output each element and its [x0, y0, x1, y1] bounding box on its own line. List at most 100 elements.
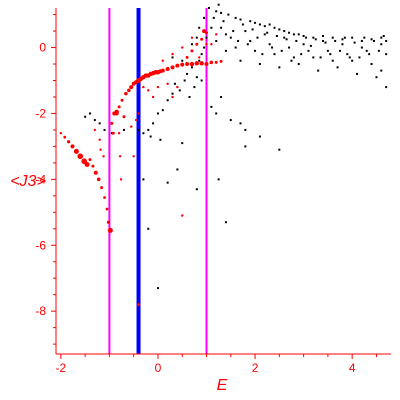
black-data-point — [326, 49, 329, 52]
black-points — [84, 3, 388, 290]
black-data-point — [244, 30, 247, 33]
red-data-point — [119, 178, 123, 181]
black-data-point — [254, 21, 257, 24]
black-data-point — [166, 99, 169, 102]
red-data-point — [130, 125, 133, 128]
y-tick-label: -6 — [35, 238, 46, 252]
black-data-point — [319, 56, 322, 59]
red-data-point — [118, 155, 122, 158]
black-data-point — [210, 105, 213, 108]
black-data-point — [234, 46, 237, 49]
black-data-point — [195, 188, 198, 191]
black-data-point — [341, 38, 344, 41]
black-data-point — [312, 36, 315, 39]
red-data-point — [137, 303, 141, 307]
black-data-point — [334, 39, 337, 42]
black-data-point — [147, 128, 150, 131]
black-data-point — [336, 66, 339, 69]
black-data-point — [351, 36, 354, 39]
black-data-point — [224, 221, 227, 224]
black-data-point — [103, 128, 106, 131]
black-data-point — [273, 53, 276, 56]
black-data-point — [346, 53, 349, 56]
black-data-point — [171, 56, 174, 59]
black-data-point — [200, 53, 203, 56]
black-data-point — [88, 112, 91, 115]
black-data-point — [198, 59, 201, 62]
black-data-point — [292, 33, 295, 36]
red-data-point — [194, 61, 199, 66]
black-data-point — [322, 35, 325, 38]
red-data-point — [122, 115, 126, 119]
red-data-point — [93, 128, 97, 132]
black-data-point — [241, 23, 244, 26]
red-data-point — [117, 105, 121, 109]
black-data-point — [373, 39, 376, 42]
red-data-point — [107, 227, 113, 233]
black-data-point — [224, 49, 227, 52]
black-data-point — [205, 36, 208, 39]
black-data-point — [268, 23, 271, 26]
black-data-point — [147, 227, 150, 230]
black-data-point — [288, 46, 291, 49]
red-data-point — [214, 60, 218, 64]
black-data-point — [322, 39, 325, 42]
red-data-point — [70, 144, 75, 149]
black-data-point — [249, 39, 252, 42]
red-data-point — [99, 148, 102, 151]
red-data-point — [147, 89, 150, 92]
red-data-point — [63, 135, 67, 139]
red-data-point — [210, 43, 213, 46]
red-data-point — [166, 82, 169, 85]
black-data-point — [280, 49, 283, 52]
red-data-point — [93, 170, 98, 175]
red-data-point — [156, 85, 160, 89]
red-data-point — [77, 153, 84, 160]
y-tick-label: -8 — [35, 304, 46, 318]
black-data-point — [380, 69, 383, 72]
black-data-point — [307, 49, 310, 52]
x-tick-label: 0 — [155, 361, 162, 375]
black-data-point — [215, 39, 218, 42]
red-data-point — [100, 186, 104, 190]
black-data-point — [224, 33, 227, 36]
black-data-point — [137, 128, 140, 131]
red-data-point — [132, 155, 135, 158]
black-data-point — [181, 142, 184, 145]
black-data-point — [193, 86, 196, 89]
black-data-point — [251, 28, 254, 31]
black-data-point — [93, 119, 96, 122]
black-data-point — [222, 20, 225, 23]
black-data-point — [239, 18, 242, 21]
black-data-point — [258, 135, 261, 138]
red-data-point — [124, 91, 128, 96]
black-data-point — [173, 82, 176, 85]
red-data-point — [185, 55, 189, 59]
y-tick-label: -4 — [35, 172, 46, 186]
red-data-point — [190, 36, 194, 39]
black-data-point — [300, 53, 303, 56]
black-data-point — [297, 33, 300, 36]
black-data-point — [220, 26, 223, 29]
black-data-point — [263, 25, 266, 28]
black-data-point — [210, 26, 213, 29]
red-data-point — [185, 62, 190, 67]
red-data-point — [161, 59, 165, 62]
black-data-point — [84, 115, 87, 118]
black-data-point — [254, 49, 257, 52]
black-data-point — [258, 63, 261, 66]
black-data-point — [341, 43, 344, 46]
black-data-point — [261, 53, 264, 56]
black-data-point — [195, 76, 198, 79]
x-axis-title: E — [217, 377, 228, 394]
red-data-point — [120, 98, 124, 102]
black-data-point — [363, 36, 366, 39]
red-data-point — [170, 65, 175, 70]
black-data-point — [178, 89, 181, 92]
black-data-point — [220, 11, 223, 14]
black-data-point — [244, 145, 247, 148]
black-data-point — [198, 26, 201, 29]
black-data-point — [203, 46, 206, 49]
black-data-point — [207, 7, 210, 9]
black-data-point — [370, 63, 373, 66]
